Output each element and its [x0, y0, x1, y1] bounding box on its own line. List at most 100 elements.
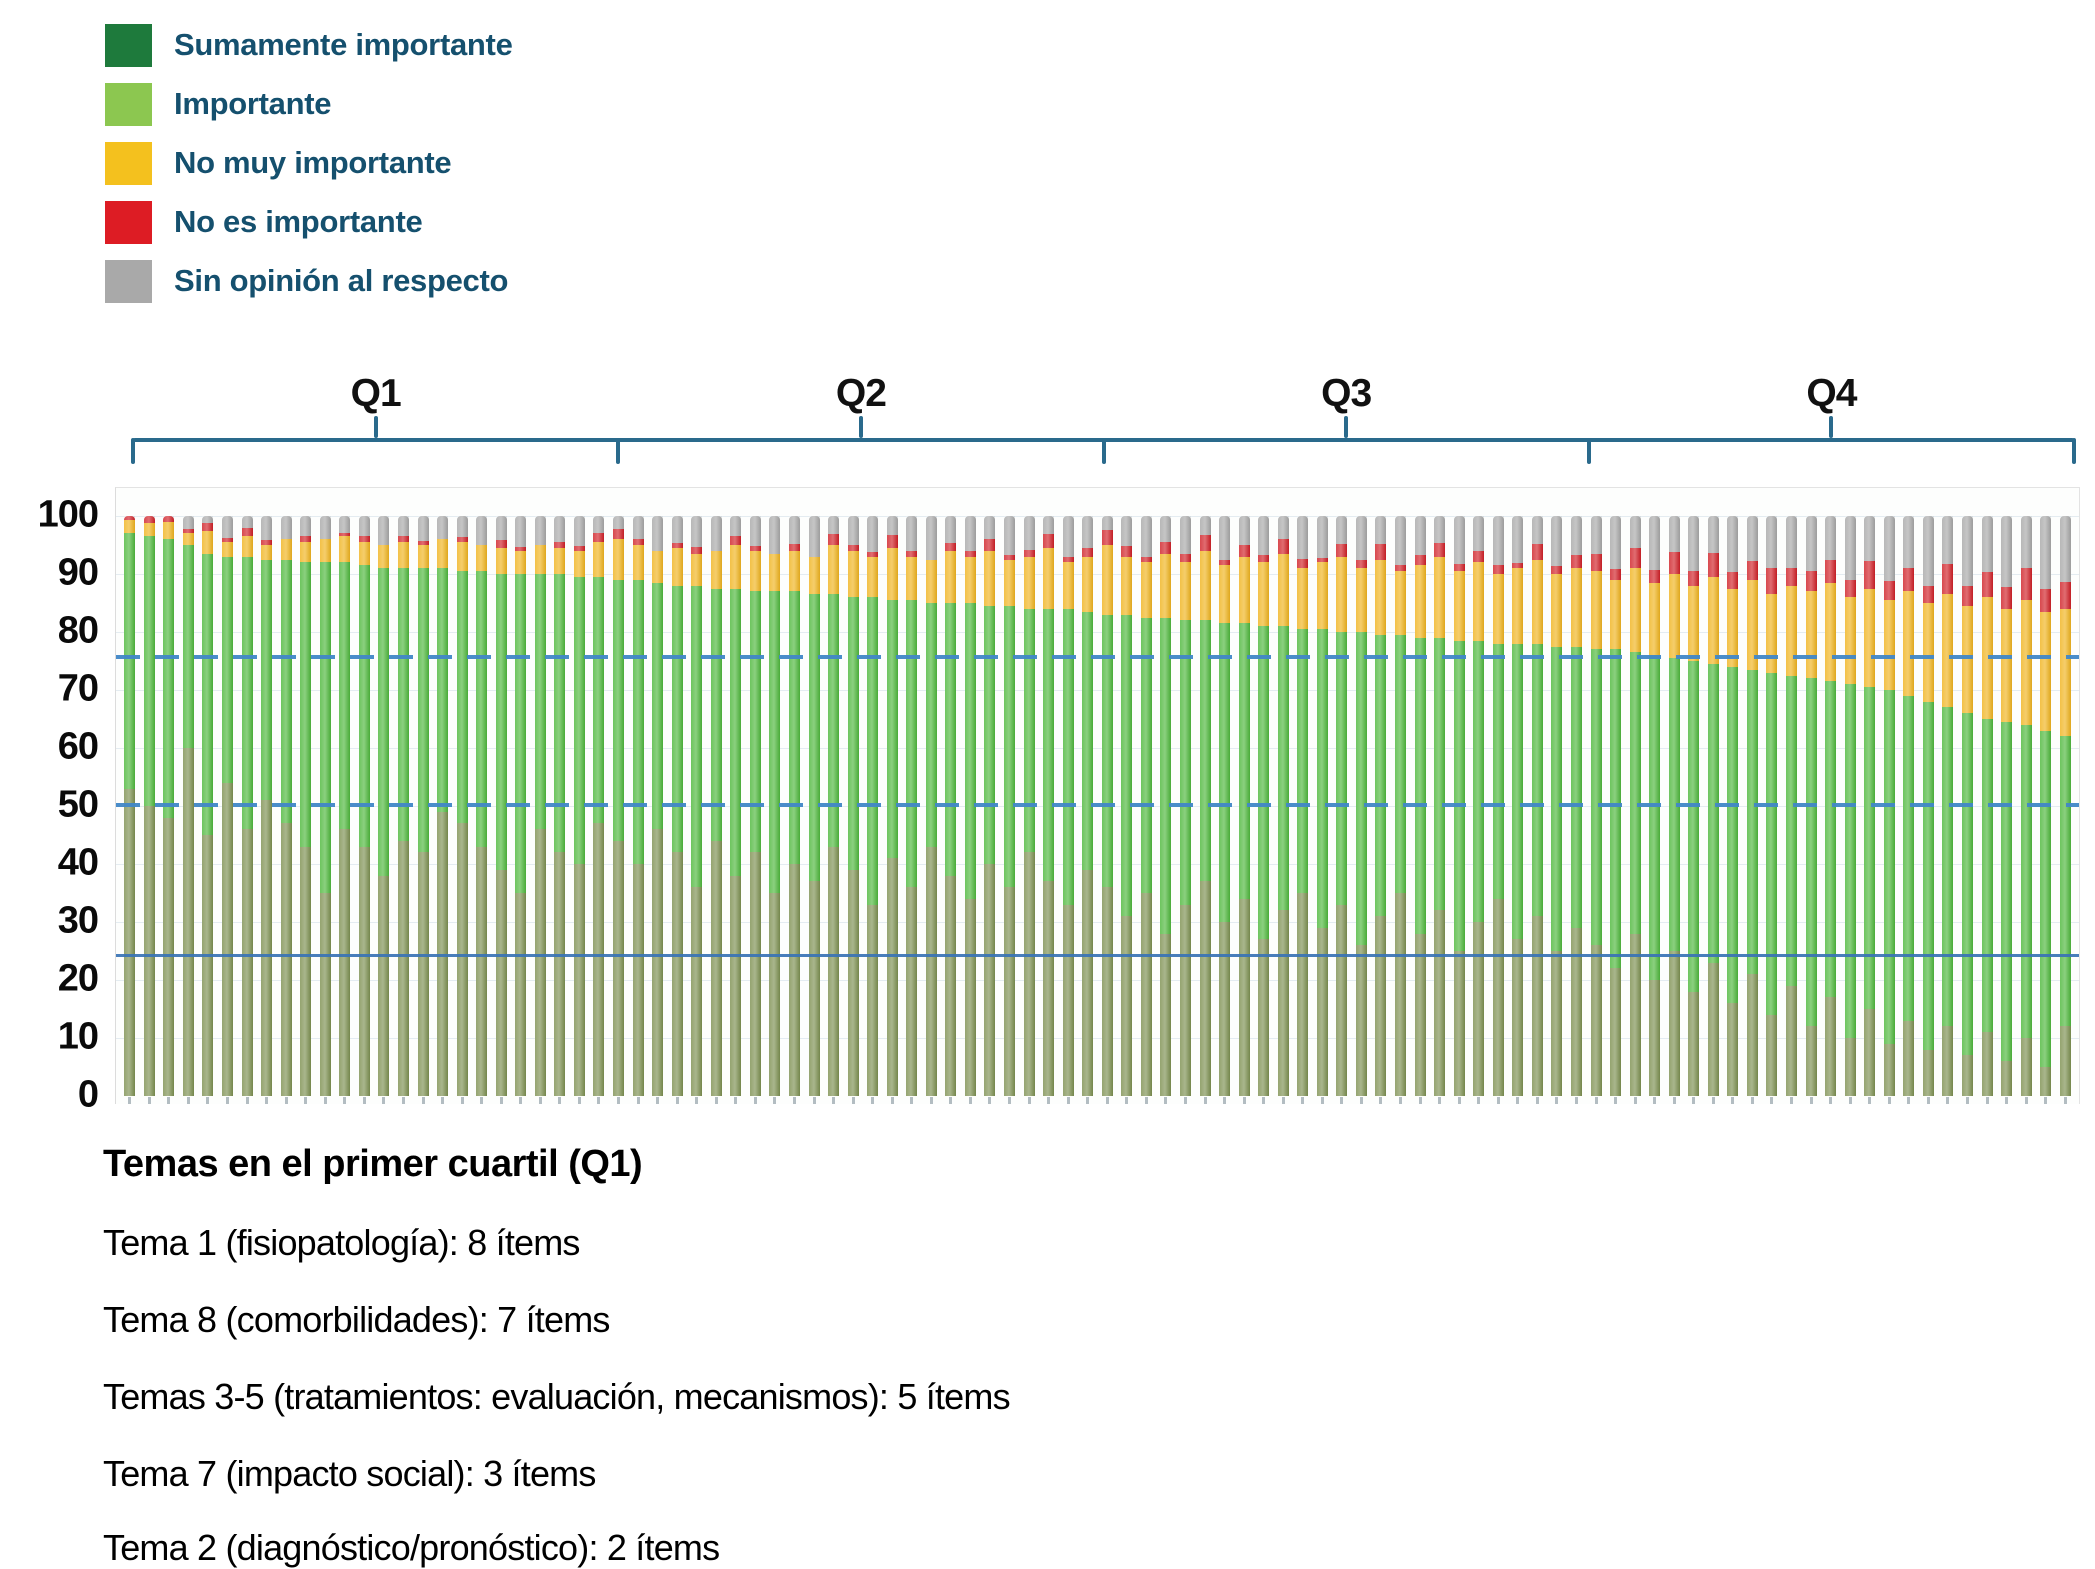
bar-segment-sumamente_importante	[241, 829, 253, 1096]
bar-segment-no_muy_importante	[1786, 585, 1798, 676]
bar-segment-no_muy_importante	[319, 539, 331, 563]
y-tick-label: 80	[57, 609, 99, 652]
baseline-tick	[1203, 1097, 1207, 1104]
bar-segment-importante	[886, 600, 898, 859]
bar-segment-sumamente_importante	[182, 748, 194, 1096]
bar-segment-sin_opinion	[1101, 516, 1113, 530]
bar-segment-sin_opinion	[2040, 516, 2052, 589]
baseline-tick	[734, 1097, 738, 1104]
gridline	[116, 864, 2079, 865]
bar-segment-importante	[1297, 629, 1309, 893]
bar-segment-importante	[124, 533, 136, 789]
baseline-tick	[304, 1097, 308, 1104]
bar-segment-sin_opinion	[984, 516, 996, 540]
baseline-tick	[1223, 1097, 1227, 1104]
bar-segment-sumamente_importante	[456, 823, 468, 1096]
bar-segment-sumamente_importante	[339, 829, 351, 1096]
bar-segment-no_es_importante	[1023, 549, 1035, 557]
y-tick-label: 100	[37, 493, 99, 536]
bar-segment-importante	[261, 559, 273, 801]
bar-segment-importante	[1395, 634, 1407, 893]
bar-segment-importante	[906, 600, 918, 888]
bar-segment-sin_opinion	[397, 516, 409, 537]
baseline-tick	[1027, 1097, 1031, 1104]
bar-segment-importante	[1121, 614, 1133, 917]
baseline-tick	[1868, 1097, 1872, 1104]
bar-segment-no_es_importante	[1688, 571, 1700, 586]
bar-segment-sin_opinion	[1004, 516, 1016, 556]
footer-title: Temas en el primer cuartil (Q1)	[103, 1143, 643, 1185]
bar-segment-sin_opinion	[1043, 516, 1055, 535]
bar-segment-no_es_importante	[1629, 547, 1641, 569]
bar-segment-importante	[691, 585, 703, 888]
bar-segment-no_es_importante	[1727, 572, 1739, 589]
bar-segment-no_muy_importante	[495, 547, 507, 575]
bar-segment-sumamente_importante	[1864, 1009, 1876, 1096]
baseline-tick	[792, 1097, 796, 1104]
footer-line: Temas 3-5 (tratamientos: evaluación, mec…	[103, 1376, 1011, 1417]
bar-segment-sumamente_importante	[2059, 1026, 2071, 1096]
bar-segment-sumamente_importante	[1942, 1026, 1954, 1096]
bracket-segment	[1101, 438, 1106, 464]
bar-segment-no_es_importante	[1434, 542, 1446, 557]
bar-segment-no_muy_importante	[769, 553, 781, 592]
baseline-tick	[1653, 1097, 1657, 1104]
bar-segment-no_es_importante	[1531, 544, 1543, 560]
bar-segment-sumamente_importante	[613, 840, 625, 1096]
baseline-tick	[128, 1097, 132, 1104]
y-tick-label: 70	[57, 667, 99, 710]
bar-segment-no_es_importante	[515, 547, 527, 551]
bar-segment-importante	[828, 594, 840, 847]
baseline-tick	[382, 1097, 386, 1104]
bar-segment-sumamente_importante	[1160, 933, 1172, 1096]
bar-segment-no_es_importante	[2020, 568, 2032, 601]
bar-segment-no_muy_importante	[2040, 611, 2052, 731]
bar-segment-importante	[437, 568, 449, 812]
quartile-label-q3: Q3	[1321, 372, 1372, 415]
baseline-tick	[147, 1097, 151, 1104]
baseline-tick	[1711, 1097, 1715, 1104]
bar-segment-no_es_importante	[828, 534, 840, 546]
bar-segment-no_es_importante	[730, 536, 742, 546]
baseline-tick	[714, 1097, 718, 1104]
bar-segment-sumamente_importante	[1961, 1055, 1973, 1096]
footer-line: Tema 8 (comorbilidades): 7 ítems	[103, 1299, 610, 1340]
bar-segment-sumamente_importante	[1922, 1049, 1934, 1096]
bar-segment-sumamente_importante	[1297, 893, 1309, 1096]
bar-segment-importante	[1942, 707, 1954, 1027]
bar-segment-no_muy_importante	[1922, 603, 1934, 702]
bar-segment-no_muy_importante	[280, 539, 292, 560]
bar-segment-sumamente_importante	[1805, 1026, 1817, 1096]
bar-segment-importante	[632, 579, 644, 864]
bar-segment-sumamente_importante	[1023, 852, 1035, 1096]
bar-segment-no_muy_importante	[202, 530, 214, 554]
bar-segment-sin_opinion	[515, 516, 527, 548]
bar-segment-sin_opinion	[1746, 516, 1758, 562]
legend-swatch-no-es-importante	[105, 200, 152, 244]
bar-segment-sin_opinion	[417, 516, 429, 541]
bar-segment-no_es_importante	[1805, 570, 1817, 592]
bar-segment-no_muy_importante	[456, 542, 468, 572]
baseline-tick	[1066, 1097, 1070, 1104]
bar-segment-no_es_importante	[573, 545, 585, 551]
bar-segment-sumamente_importante	[495, 869, 507, 1096]
bar-segment-no_muy_importante	[847, 550, 859, 598]
bar-segment-importante	[222, 556, 234, 783]
bar-segment-sumamente_importante	[1277, 910, 1289, 1096]
baseline-tick	[832, 1097, 836, 1104]
bar-segment-sumamente_importante	[1649, 980, 1661, 1096]
bar-segment-sumamente_importante	[1375, 916, 1387, 1096]
baseline-tick	[1086, 1097, 1090, 1104]
bar-segment-no_muy_importante	[1023, 556, 1035, 609]
bar-segment-importante	[417, 568, 429, 853]
bar-segment-no_muy_importante	[1160, 553, 1172, 618]
legend-swatch-sumamente-importante	[105, 23, 152, 67]
bar-segment-no_muy_importante	[1453, 571, 1465, 641]
bar-segment-importante	[847, 597, 859, 870]
baseline-tick	[2024, 1097, 2028, 1104]
bar-segment-no_es_importante	[1746, 561, 1758, 580]
bracket-segment	[373, 416, 378, 438]
bar-segment-no_es_importante	[163, 516, 175, 522]
bar-segment-sin_opinion	[378, 516, 390, 546]
footer-line: Tema 2 (diagnóstico/pronóstico): 2 ítems	[103, 1527, 720, 1568]
